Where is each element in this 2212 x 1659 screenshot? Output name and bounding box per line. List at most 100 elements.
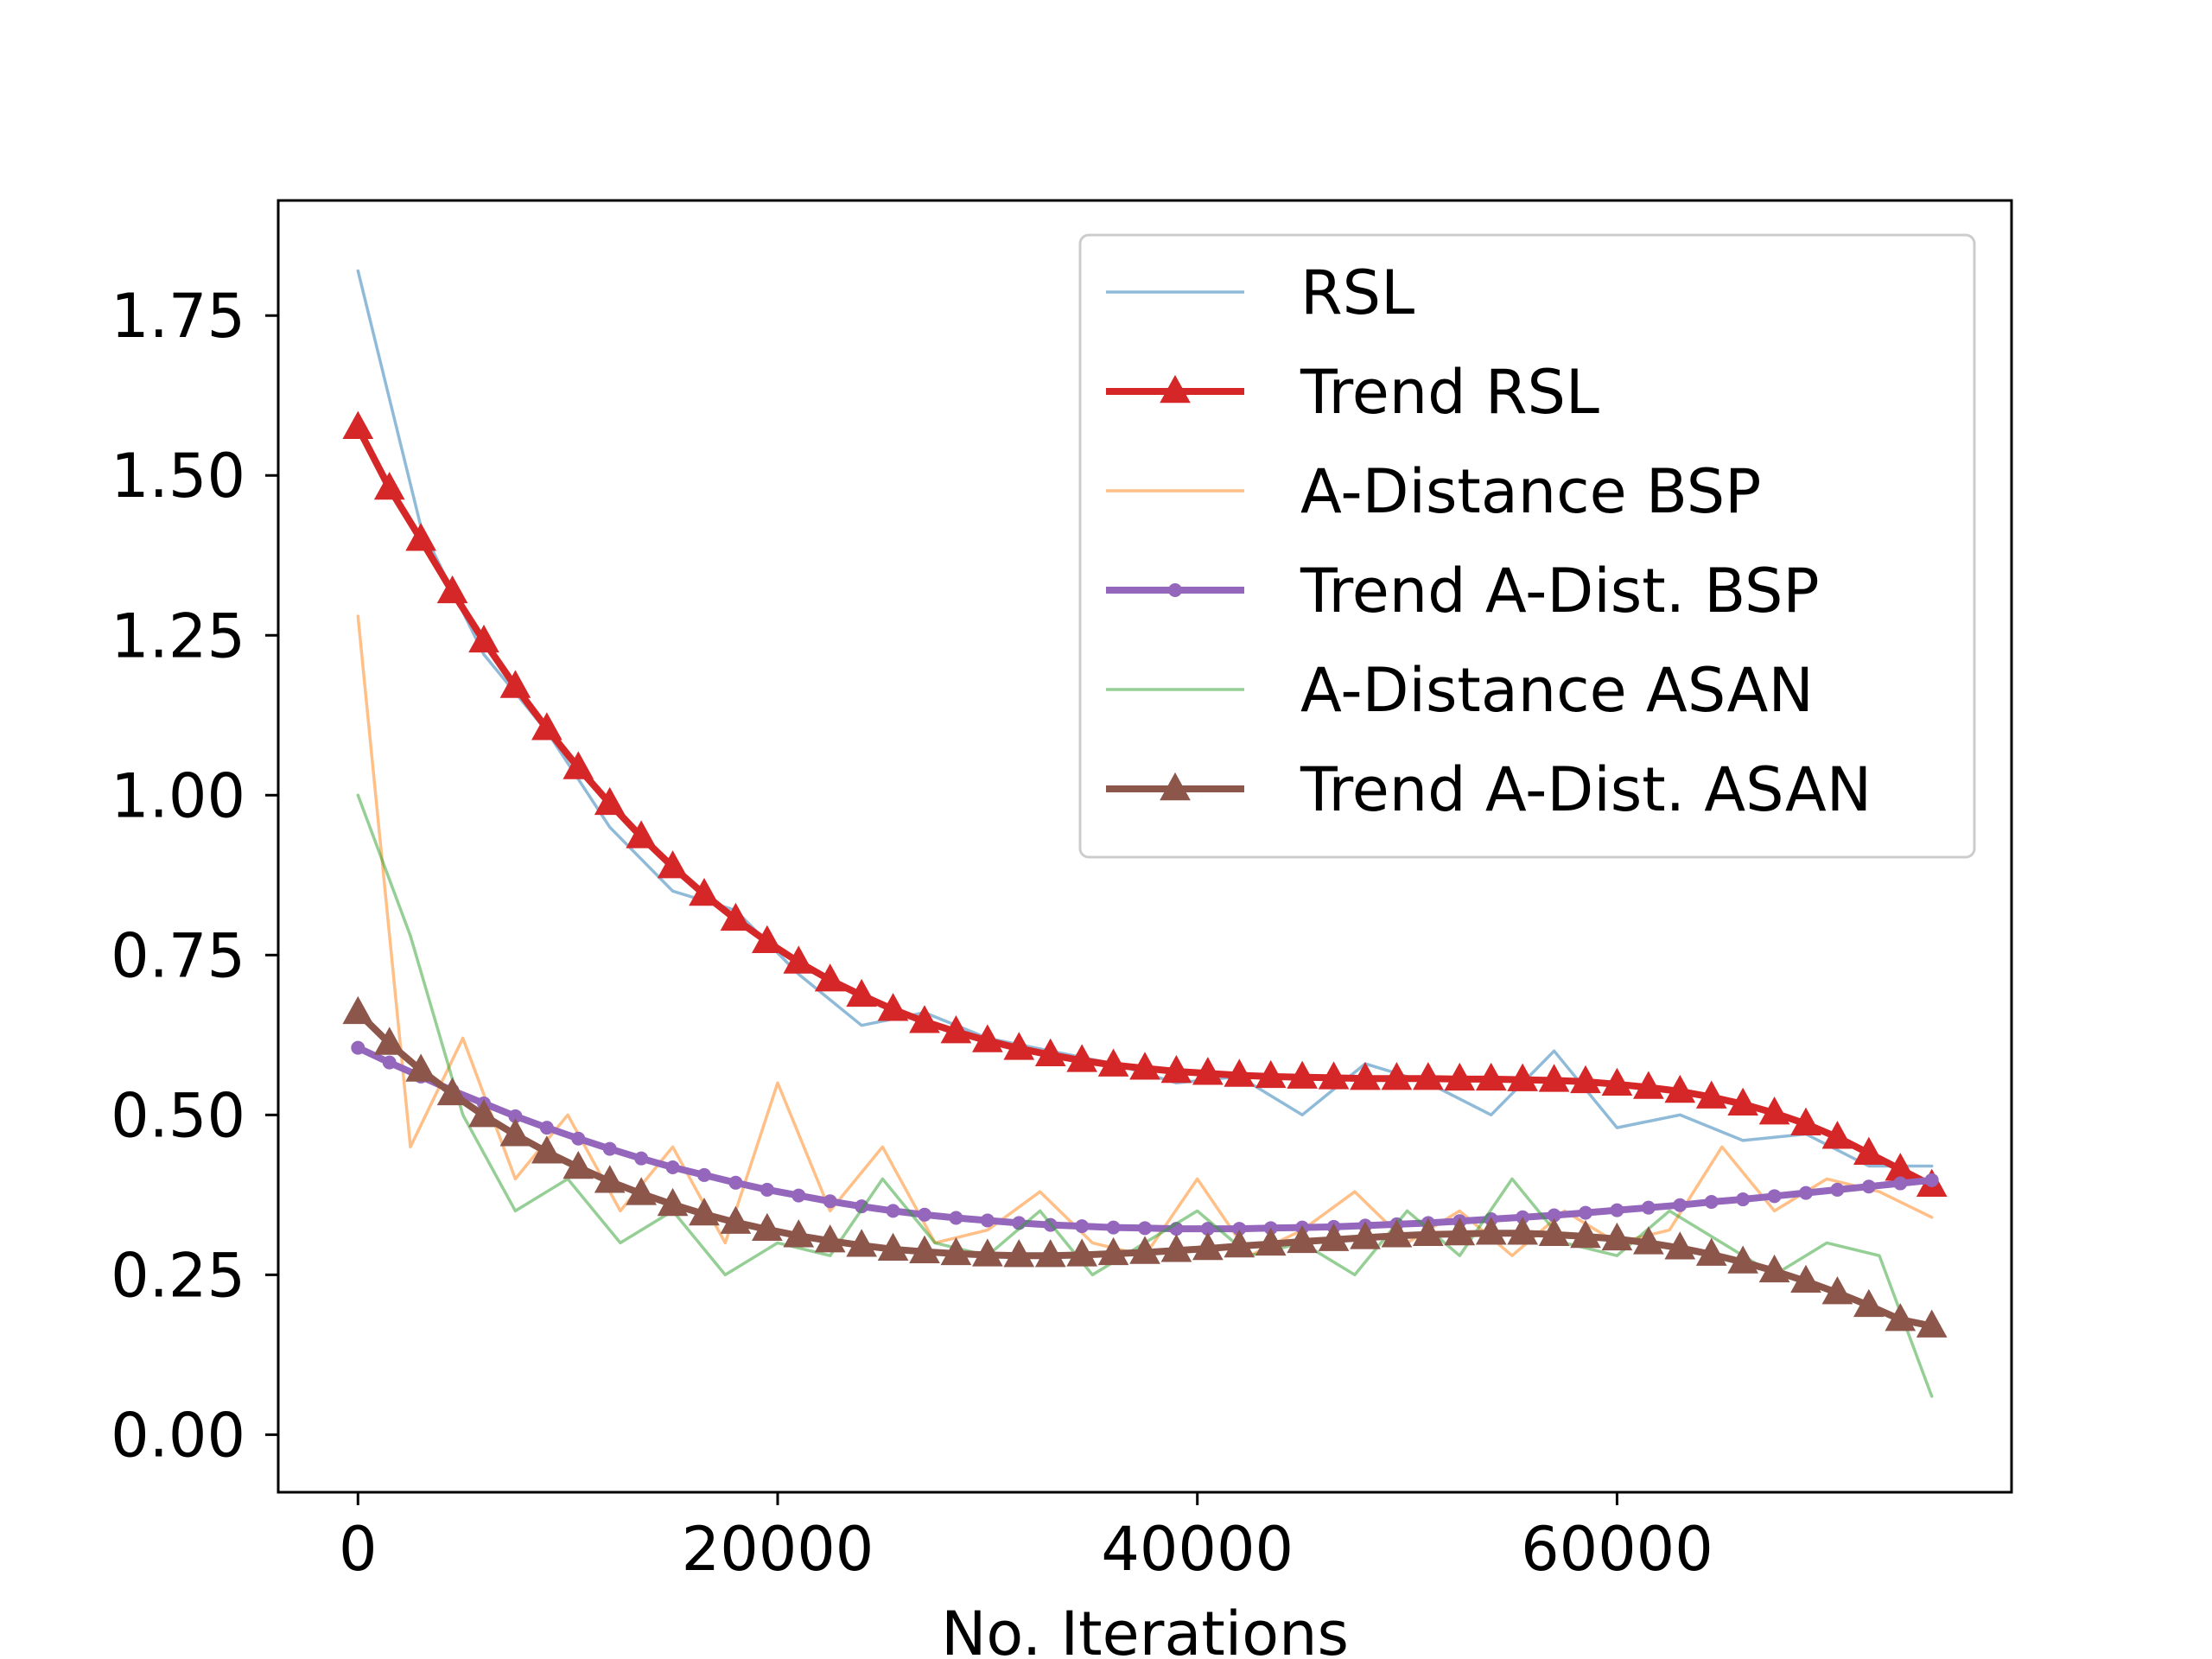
x-tick-label: 0 xyxy=(339,1514,378,1585)
data-point-trend-rsl xyxy=(405,523,436,551)
data-point-trend-rsl xyxy=(468,624,499,653)
legend: RSL Trend RSL A-Distance BSP Trend A-Dist. … xyxy=(1078,233,1976,859)
data-point-trend-a-dist-asan xyxy=(1601,1222,1633,1251)
data-point-trend-a-dist-asan xyxy=(1538,1217,1570,1246)
data-point-trend-rsl xyxy=(373,471,405,500)
data-point-trend-a-dist-bsp xyxy=(1138,1221,1152,1236)
data-point-trend-a-dist-bsp xyxy=(1579,1205,1592,1220)
data-point-trend-a-dist-asan xyxy=(1444,1217,1476,1246)
data-point-trend-a-dist-asan xyxy=(846,1229,877,1257)
data-point-trend-rsl xyxy=(1727,1087,1758,1116)
data-point-trend-a-dist-asan xyxy=(594,1165,626,1193)
data-point-trend-rsl xyxy=(1821,1121,1853,1149)
data-point-trend-rsl xyxy=(1664,1074,1696,1103)
data-point-trend-rsl xyxy=(1160,1054,1192,1084)
data-point-trend-rsl xyxy=(1224,1058,1255,1087)
data-point-trend-a-dist-asan xyxy=(563,1150,594,1179)
data-point-trend-a-dist-bsp xyxy=(980,1213,995,1228)
data-point-trend-a-dist-bsp xyxy=(602,1141,617,1156)
data-point-trend-a-dist-bsp xyxy=(508,1109,523,1123)
series-trend-rsl xyxy=(342,410,1948,1197)
data-point-trend-a-dist-asan xyxy=(657,1187,689,1217)
legend-item-a-distance-asan: A-Distance ASAN xyxy=(1106,655,1814,726)
data-point-trend-rsl xyxy=(846,978,877,1007)
data-point-trend-a-dist-asan xyxy=(1318,1223,1350,1251)
data-point-trend-rsl xyxy=(1381,1062,1413,1090)
data-point-trend-rsl xyxy=(752,925,783,954)
data-point-trend-a-dist-asan xyxy=(1413,1217,1444,1246)
data-point-trend-rsl xyxy=(1633,1071,1664,1099)
data-point-trend-rsl xyxy=(594,786,626,816)
y-tick-label: 0.75 xyxy=(111,920,245,991)
data-point-trend-a-dist-asan xyxy=(1097,1236,1129,1266)
data-point-trend-a-dist-asan xyxy=(1066,1238,1097,1267)
plot-frame xyxy=(276,199,2013,1494)
data-point-trend-rsl xyxy=(657,850,689,879)
data-point-trend-a-dist-bsp xyxy=(760,1182,774,1197)
data-point-trend-rsl xyxy=(1097,1048,1129,1077)
data-point-trend-a-dist-bsp xyxy=(1704,1194,1719,1209)
data-point-trend-a-dist-asan xyxy=(436,1077,468,1106)
data-point-trend-a-dist-asan xyxy=(1885,1303,1916,1332)
data-point-trend-a-dist-bsp xyxy=(823,1194,837,1209)
legend-box xyxy=(1078,233,1976,859)
axes: 0 20000 40000 60000 0.00 0.25 0.50 0.75 1.00 1.25… xyxy=(111,199,2013,1585)
legend-label: A-Distance ASAN xyxy=(1300,655,1814,726)
data-point-trend-rsl xyxy=(342,410,374,439)
data-point-trend-rsl xyxy=(436,575,468,604)
data-point-trend-a-dist-bsp xyxy=(571,1131,586,1146)
legend-marker xyxy=(1168,583,1182,597)
y-tick-label: 0.50 xyxy=(111,1080,245,1151)
legend-label: RSL xyxy=(1300,257,1414,328)
data-point-trend-a-dist-bsp xyxy=(1893,1176,1908,1191)
data-point-trend-a-dist-asan xyxy=(909,1235,940,1263)
data-point-trend-a-dist-bsp xyxy=(634,1151,649,1166)
data-point-trend-rsl xyxy=(720,902,752,931)
data-point-trend-a-dist-asan xyxy=(468,1099,499,1128)
data-point-trend-a-dist-asan xyxy=(972,1238,1003,1267)
data-point-trend-rsl xyxy=(1066,1044,1097,1072)
data-point-trend-a-dist-bsp xyxy=(1767,1189,1782,1204)
legend-item-a-distance-bsp: A-Distance BSP xyxy=(1106,456,1761,527)
legend-label: Trend A-Dist. ASAN xyxy=(1300,754,1872,825)
data-point-trend-rsl xyxy=(1475,1062,1507,1091)
data-point-trend-a-dist-asan xyxy=(1255,1227,1287,1256)
data-point-trend-rsl xyxy=(1758,1096,1790,1125)
data-point-trend-a-dist-asan xyxy=(940,1236,972,1266)
data-point-trend-a-dist-asan xyxy=(1821,1276,1853,1305)
data-point-trend-rsl xyxy=(1413,1062,1444,1090)
data-point-trend-rsl xyxy=(1538,1064,1570,1092)
data-point-trend-a-dist-bsp xyxy=(1830,1182,1845,1197)
legend-item-trend-rsl: Trend RSL xyxy=(1106,357,1599,428)
data-point-trend-a-dist-asan xyxy=(720,1205,752,1234)
data-point-trend-rsl xyxy=(877,993,909,1021)
data-point-trend-a-dist-asan xyxy=(783,1219,815,1248)
legend-label: Trend RSL xyxy=(1300,357,1599,428)
data-point-trend-a-dist-bsp xyxy=(1075,1219,1090,1234)
data-point-trend-a-dist-asan xyxy=(1507,1217,1538,1245)
data-point-trend-rsl xyxy=(563,751,594,779)
data-point-trend-rsl xyxy=(499,670,531,698)
data-point-trend-a-dist-asan xyxy=(405,1053,436,1082)
data-point-trend-rsl xyxy=(1601,1067,1633,1096)
data-point-trend-rsl xyxy=(1129,1052,1160,1080)
data-point-trend-a-dist-asan xyxy=(1664,1231,1696,1260)
data-point-trend-a-dist-bsp xyxy=(918,1207,931,1222)
data-point-trend-a-dist-bsp xyxy=(1641,1200,1656,1215)
data-point-trend-rsl xyxy=(814,963,846,992)
y-tick-label: 1.50 xyxy=(111,441,245,512)
data-point-trend-a-dist-asan xyxy=(1224,1229,1255,1258)
data-point-trend-a-dist-bsp xyxy=(1232,1222,1247,1236)
data-point-trend-a-dist-asan xyxy=(1381,1219,1413,1248)
data-point-trend-rsl xyxy=(783,945,815,974)
data-point-trend-rsl xyxy=(626,820,657,849)
data-point-trend-a-dist-bsp xyxy=(949,1211,963,1225)
y-tick-label: 1.00 xyxy=(111,760,245,831)
data-point-trend-rsl xyxy=(1350,1062,1381,1090)
data-point-trend-a-dist-bsp xyxy=(1861,1179,1876,1194)
data-point-trend-a-dist-asan xyxy=(689,1197,720,1226)
data-point-trend-a-dist-asan xyxy=(1916,1309,1948,1338)
data-point-trend-a-dist-bsp xyxy=(1673,1198,1688,1212)
data-point-trend-a-dist-asan xyxy=(373,1027,405,1055)
